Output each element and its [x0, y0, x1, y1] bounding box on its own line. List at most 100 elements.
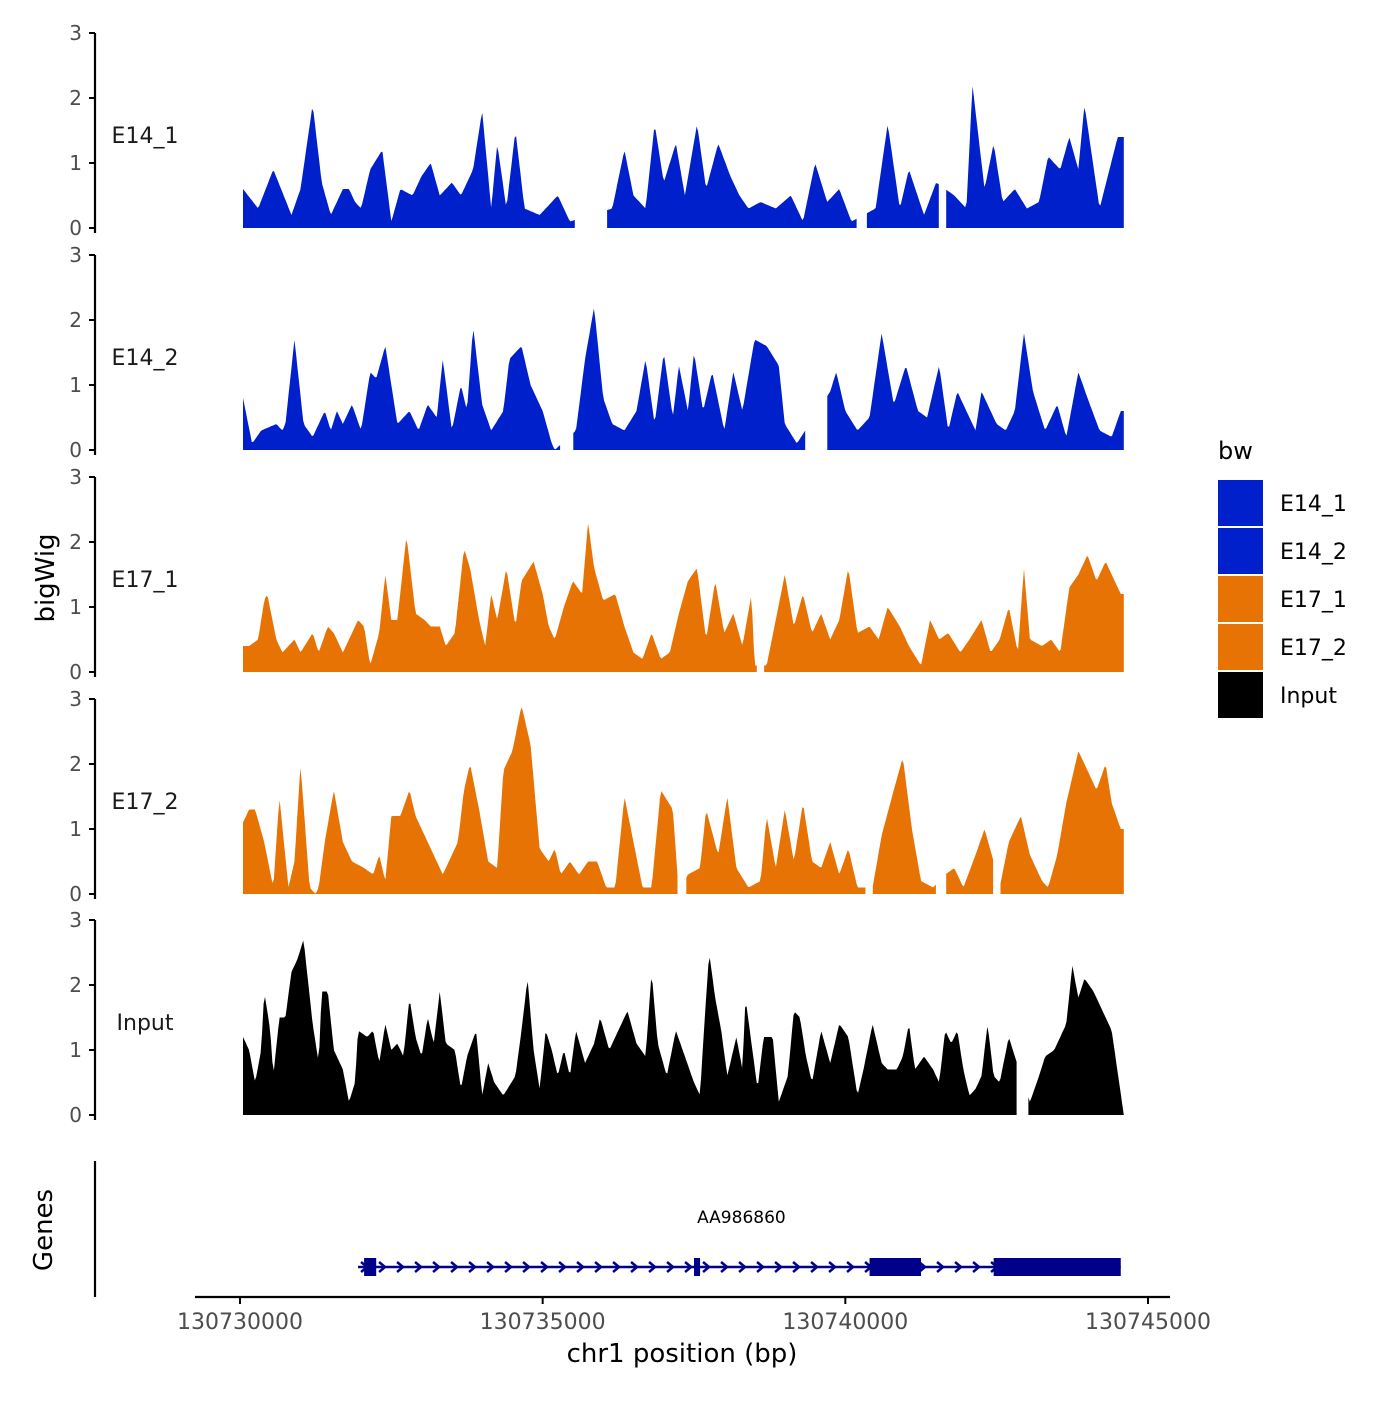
y-tick-label: 1: [69, 373, 82, 397]
legend-title: bw: [1218, 437, 1253, 465]
strand-arrow-icon: [612, 1261, 621, 1273]
y-axis-title: bigWig: [31, 533, 61, 622]
strand-arrow-icon: [540, 1261, 549, 1273]
y-tick-label: 3: [69, 908, 82, 932]
legend-swatch: [1218, 624, 1263, 670]
gene-exon: [869, 1258, 921, 1276]
x-axis-title: chr1 position (bp): [567, 1339, 798, 1369]
strand-arrow-icon: [594, 1261, 603, 1273]
strand-arrow-icon: [936, 1261, 945, 1273]
strand-arrow-icon: [630, 1261, 639, 1273]
strand-arrow-icon: [792, 1261, 801, 1273]
strand-arrow-icon: [666, 1261, 675, 1273]
x-axis: 130730000 130735000 130740000 130745000: [177, 1295, 1211, 1335]
track-label: Input: [117, 1011, 174, 1036]
track-label: E14_2: [112, 346, 179, 371]
y-tick-label: 2: [69, 973, 82, 997]
strand-arrow-icon: [684, 1261, 693, 1273]
gene-exon: [694, 1258, 701, 1276]
legend-swatch: [1218, 576, 1263, 622]
track-panels: 0 1 2 3 E14_1 0 1 2 3 E14_2 0 1 2 3 E17_1 0 1 2 3 E17_2 0 1 2 3…: [69, 21, 1124, 1127]
strand-arrow-icon: [828, 1261, 837, 1273]
coverage-area-e17-1-segment-0: [243, 523, 757, 672]
coverage-area-e17-2-segment-0: [243, 707, 678, 894]
x-tick-label: 130740000: [782, 1310, 908, 1335]
gene-exon: [364, 1258, 377, 1276]
y-tick-label: 2: [69, 308, 82, 332]
strand-arrow-icon: [648, 1261, 657, 1273]
coverage-area-e14-1-segment-1: [607, 126, 857, 228]
strand-arrow-icon: [576, 1261, 585, 1273]
y-tick-label: 3: [69, 21, 82, 45]
strand-arrow-icon: [378, 1261, 387, 1273]
strand-arrow-icon: [522, 1261, 531, 1273]
y-tick-label: 0: [69, 1103, 82, 1127]
coverage-area-input-segment-1: [1028, 965, 1124, 1115]
coverage-area-e17-2-segment-1: [686, 797, 866, 894]
legend-label: E17_1: [1280, 588, 1347, 613]
genes-track: AA986860: [93, 1161, 1121, 1297]
coverage-area-e14-1-segment-3: [946, 86, 1124, 228]
y-tick-label: 2: [69, 86, 82, 110]
track-e14-2: 0 1 2 3 E14_2: [69, 243, 1124, 462]
strand-arrow-icon: [738, 1261, 747, 1273]
coverage-area-e17-2-segment-4: [1000, 751, 1124, 894]
gene-exon: [993, 1258, 1121, 1276]
track-e14-1: 0 1 2 3 E14_1: [69, 21, 1124, 240]
x-tick-label: 130745000: [1085, 1310, 1211, 1335]
track-label: E14_1: [112, 124, 179, 149]
y-tick-label: 3: [69, 687, 82, 711]
legend-label: E14_2: [1280, 540, 1347, 565]
strand-arrow-icon: [468, 1261, 477, 1273]
track-e17-1: 0 1 2 3 E17_1: [69, 465, 1124, 684]
coverage-area-e14-2-segment-1: [573, 308, 806, 450]
coverage-area-input-segment-0: [243, 940, 1017, 1115]
strand-arrow-icon: [846, 1261, 855, 1273]
coverage-area-e14-1-segment-2: [866, 125, 939, 228]
coverage-area-e17-1-segment-1: [764, 555, 1124, 672]
strand-arrow-icon: [810, 1261, 819, 1273]
y-tick-label: 1: [69, 595, 82, 619]
legend-label: E14_1: [1280, 492, 1347, 517]
y-tick-label: 1: [69, 1038, 82, 1062]
track-input: 0 1 2 3 Input: [69, 908, 1124, 1127]
coverage-area-e14-2-segment-2: [827, 333, 1124, 450]
strand-arrow-icon: [450, 1261, 459, 1273]
strand-arrow-icon: [774, 1261, 783, 1273]
y-tick-label: 3: [69, 465, 82, 489]
strand-arrow-icon: [972, 1261, 981, 1273]
y-tick-label: 3: [69, 243, 82, 267]
y-tick-label: 1: [69, 151, 82, 175]
strand-arrow-icon: [558, 1261, 567, 1273]
strand-arrow-icon: [756, 1261, 765, 1273]
genes-track-title: Genes: [29, 1189, 59, 1271]
y-tick-label: 0: [69, 882, 82, 906]
strand-arrow-icon: [396, 1261, 405, 1273]
strand-arrow-icon: [720, 1261, 729, 1273]
y-tick-label: 2: [69, 752, 82, 776]
gene-model: AA986860: [358, 1208, 1121, 1276]
strand-arrow-icon: [918, 1261, 927, 1273]
coverage-area-e17-2-segment-3: [946, 829, 994, 894]
track-e17-2: 0 1 2 3 E17_2: [69, 687, 1124, 906]
strand-arrow-icon: [414, 1261, 423, 1273]
coverage-area-e14-2-segment-0: [243, 330, 561, 450]
strand-arrow-icon: [702, 1261, 711, 1273]
x-tick-label: 130730000: [177, 1310, 303, 1335]
y-tick-label: 0: [69, 660, 82, 684]
legend-swatch: [1218, 528, 1263, 574]
coverage-area-e17-2-segment-2: [872, 760, 936, 894]
y-tick-label: 0: [69, 216, 82, 240]
y-tick-label: 0: [69, 438, 82, 462]
legend-label: Input: [1280, 684, 1337, 709]
legend-swatch: [1218, 672, 1263, 718]
coverage-area-e14-1-segment-0: [243, 108, 575, 228]
strand-arrow-icon: [486, 1261, 495, 1273]
gene-name-label: AA986860: [697, 1208, 786, 1228]
track-label: E17_2: [112, 790, 179, 815]
x-tick-label: 130735000: [480, 1310, 606, 1335]
y-tick-label: 2: [69, 530, 82, 554]
strand-arrow-icon: [504, 1261, 513, 1273]
